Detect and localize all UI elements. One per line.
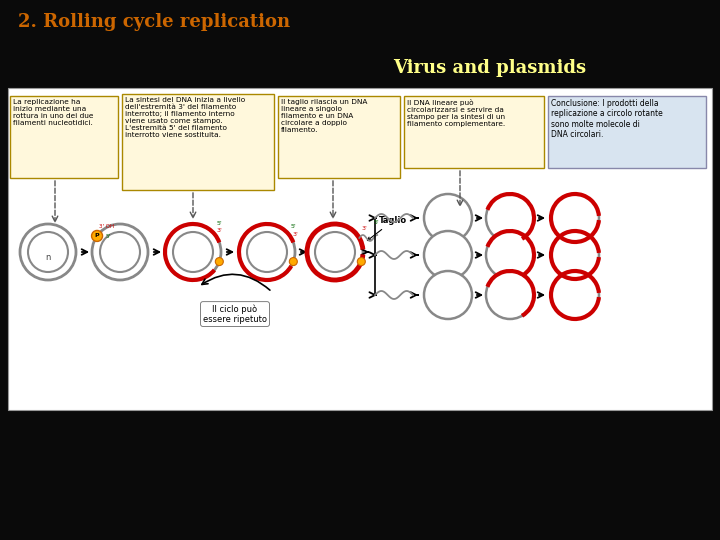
Circle shape (424, 231, 472, 279)
Circle shape (20, 224, 76, 280)
Text: La replicazione ha
inizio mediante una
rottura in uno dei due
filamenti nucleoti: La replicazione ha inizio mediante una r… (13, 99, 94, 126)
Circle shape (486, 194, 534, 242)
Text: 3': 3' (292, 232, 298, 237)
Circle shape (289, 258, 297, 266)
Text: Il taglio rilascia un DNA
lineare a singolo
filamento e un DNA
circolare a doppi: Il taglio rilascia un DNA lineare a sing… (281, 99, 367, 133)
Circle shape (91, 231, 102, 241)
Text: Il ciclo può
essere ripetuto: Il ciclo può essere ripetuto (203, 304, 267, 324)
Text: Virus and plasmids: Virus and plasmids (393, 59, 587, 77)
Circle shape (315, 232, 355, 272)
Circle shape (551, 194, 599, 242)
Text: n: n (45, 253, 50, 261)
Circle shape (92, 224, 148, 280)
Circle shape (215, 258, 223, 266)
Text: 5': 5' (105, 234, 110, 239)
FancyBboxPatch shape (122, 94, 274, 190)
Text: Taglio: Taglio (367, 216, 408, 240)
FancyBboxPatch shape (404, 96, 544, 168)
Circle shape (28, 232, 68, 272)
Text: 3' OH: 3' OH (99, 224, 114, 229)
Circle shape (357, 258, 365, 266)
Text: 3': 3' (217, 228, 222, 233)
Text: 5': 5' (373, 220, 379, 225)
Circle shape (239, 224, 295, 280)
Circle shape (551, 231, 599, 279)
Text: 3': 3' (361, 226, 367, 231)
Circle shape (424, 271, 472, 319)
Text: Il DNA lineare può
circolarizzarsi e servire da
stampo per la sintesi di un
fila: Il DNA lineare può circolarizzarsi e ser… (407, 99, 505, 127)
Text: 2. Rolling cycle replication: 2. Rolling cycle replication (18, 13, 290, 31)
Circle shape (486, 271, 534, 319)
Text: 5': 5' (217, 221, 222, 226)
FancyBboxPatch shape (548, 96, 706, 168)
Text: P: P (95, 233, 99, 239)
Circle shape (165, 224, 221, 280)
FancyBboxPatch shape (278, 96, 400, 178)
Text: Conclusione: I prodotti della
replicazione a circolo rotante
sono molte molecole: Conclusione: I prodotti della replicazio… (551, 99, 662, 139)
Circle shape (173, 232, 213, 272)
Circle shape (247, 232, 287, 272)
Circle shape (486, 231, 534, 279)
Text: La sintesi del DNA inizia a livello
dell'estremità 3' del filamento
interrotto; : La sintesi del DNA inizia a livello dell… (125, 97, 246, 138)
FancyBboxPatch shape (8, 88, 712, 410)
Circle shape (307, 224, 363, 280)
Circle shape (424, 194, 472, 242)
Circle shape (100, 232, 140, 272)
Text: 5': 5' (290, 224, 296, 229)
FancyBboxPatch shape (10, 96, 118, 178)
Circle shape (551, 271, 599, 319)
